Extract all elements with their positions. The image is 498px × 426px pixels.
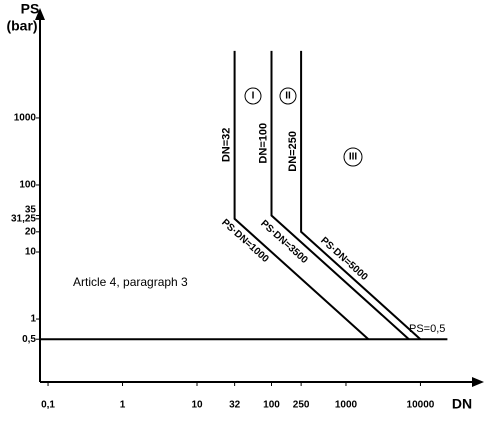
annotation: III <box>349 152 358 163</box>
x-arrow <box>472 377 484 387</box>
y-tick-label: 20 <box>25 226 37 237</box>
y-tick-label: 0,5 <box>22 334 36 345</box>
region-circle <box>244 87 262 105</box>
series-label: DN=250 <box>287 131 299 172</box>
region-circle <box>343 147 363 167</box>
series-label: PS=0,5 <box>409 323 445 335</box>
annotation: I <box>252 91 255 102</box>
series-line <box>270 50 410 340</box>
series-label: DN=100 <box>257 123 269 164</box>
x-tick-label: 1 <box>120 400 126 411</box>
y-unit: (bar) <box>6 18 37 34</box>
annotation: Article 4, paragraph 3 <box>73 275 188 289</box>
y-tick-label: 31,25 <box>11 213 36 224</box>
series-line <box>300 50 422 340</box>
x-tick-label: 250 <box>293 400 310 411</box>
x-tick-label: 10 <box>191 400 203 411</box>
series-line <box>233 50 370 340</box>
y-arrow <box>35 8 45 20</box>
y-tick-label: 1000 <box>14 113 37 124</box>
y-tick-label: 35 <box>25 204 37 215</box>
x-label: DN <box>452 396 472 412</box>
y-tick-label: 100 <box>19 180 36 191</box>
x-tick-label: 100 <box>263 400 280 411</box>
y-tick-label: 1 <box>30 314 36 325</box>
series-label: DN=32 <box>221 128 233 163</box>
annotation: PS·DN=5000 <box>318 235 370 283</box>
y-label: PS <box>21 1 40 17</box>
x-tick-label: 32 <box>229 400 241 411</box>
region-circle <box>279 87 297 105</box>
x-tick-label: 1000 <box>335 400 358 411</box>
y-tick-label: 10 <box>25 247 37 258</box>
x-tick-label: 0,1 <box>41 400 55 411</box>
annotation: II <box>285 91 291 102</box>
x-tick-label: 10000 <box>407 400 435 411</box>
